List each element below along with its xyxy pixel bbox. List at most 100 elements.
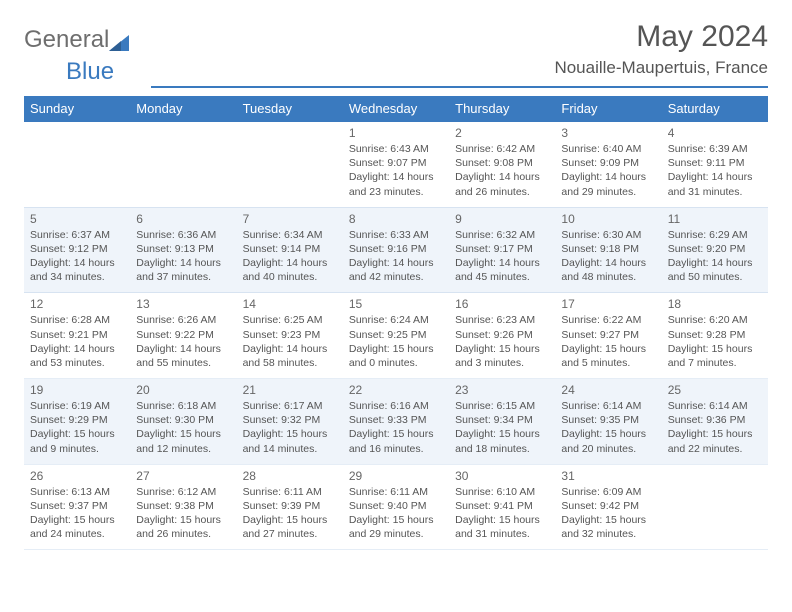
daylight-line: Daylight: 15 hours and 5 minutes. bbox=[561, 342, 655, 370]
daylight-line: Daylight: 14 hours and 50 minutes. bbox=[668, 256, 762, 284]
day-number: 16 bbox=[455, 297, 549, 311]
logo-blue: Blue bbox=[66, 58, 114, 85]
sunset-line: Sunset: 9:34 PM bbox=[455, 413, 549, 427]
daylight-line: Daylight: 14 hours and 34 minutes. bbox=[30, 256, 124, 284]
sunset-line: Sunset: 9:29 PM bbox=[30, 413, 124, 427]
sunrise-line: Sunrise: 6:43 AM bbox=[349, 142, 443, 156]
calendar-cell: 13Sunrise: 6:26 AMSunset: 9:22 PMDayligh… bbox=[130, 293, 236, 379]
daylight-line: Daylight: 15 hours and 16 minutes. bbox=[349, 427, 443, 455]
calendar-cell: 17Sunrise: 6:22 AMSunset: 9:27 PMDayligh… bbox=[555, 293, 661, 379]
daylight-line: Daylight: 14 hours and 53 minutes. bbox=[30, 342, 124, 370]
sunrise-line: Sunrise: 6:29 AM bbox=[668, 228, 762, 242]
daylight-line: Daylight: 15 hours and 31 minutes. bbox=[455, 513, 549, 541]
calendar-week-row: 1Sunrise: 6:43 AMSunset: 9:07 PMDaylight… bbox=[24, 122, 768, 208]
daylight-line: Daylight: 14 hours and 45 minutes. bbox=[455, 256, 549, 284]
calendar-cell: 12 Sunrise: 6:28 AMSunset: 9:21 PMDayligh… bbox=[24, 293, 130, 379]
sunrise-line: Sunrise: 6:30 AM bbox=[561, 228, 655, 242]
day-number: 8 bbox=[349, 212, 443, 226]
day-number: 24 bbox=[561, 383, 655, 397]
day-number: 28 bbox=[243, 469, 337, 483]
calendar-cell: 27Sunrise: 6:12 AMSunset: 9:38 PMDayligh… bbox=[130, 464, 236, 550]
sunset-line: Sunset: 9:30 PM bbox=[136, 413, 230, 427]
sunset-line: Sunset: 9:07 PM bbox=[349, 156, 443, 170]
sunrise-line: Sunrise: 6:11 AM bbox=[349, 485, 443, 499]
sunrise-line: Sunrise: 6:20 AM bbox=[668, 313, 762, 327]
sunrise-line: Sunrise: 6:28 AM bbox=[30, 313, 124, 327]
day-number: 18 bbox=[668, 297, 762, 311]
sunset-line: Sunset: 9:36 PM bbox=[668, 413, 762, 427]
calendar-cell: 21Sunrise: 6:17 AMSunset: 9:32 PMDayligh… bbox=[237, 379, 343, 465]
calendar-cell: 7Sunrise: 6:34 AMSunset: 9:14 PMDaylight… bbox=[237, 207, 343, 293]
calendar-cell: 31 Sunrise: 6:09 AMSunset: 9:42 PMDayligh… bbox=[555, 464, 661, 550]
calendar-cell: 8Sunrise: 6:33 AMSunset: 9:16 PMDaylight… bbox=[343, 207, 449, 293]
sunset-line: Sunset: 9:08 PM bbox=[455, 156, 549, 170]
day-number: 5 bbox=[30, 212, 124, 226]
sunset-line: Sunset: 9:21 PM bbox=[30, 328, 124, 342]
day-number: 13 bbox=[136, 297, 230, 311]
daylight-line: Daylight: 15 hours and 32 minutes. bbox=[561, 513, 655, 541]
sunrise-line: Sunrise: 6:13 AM bbox=[30, 485, 124, 499]
day-number: 4 bbox=[668, 126, 762, 140]
calendar-week-row: 12Sunrise: 6:28 AMSunset: 9:21 PMDayligh… bbox=[24, 293, 768, 379]
day-number: 22 bbox=[349, 383, 443, 397]
sunset-line: Sunset: 9:23 PM bbox=[243, 328, 337, 342]
sunrise-line: Sunrise: 6:34 AM bbox=[243, 228, 337, 242]
daylight-line: Daylight: 15 hours and 3 minutes. bbox=[455, 342, 549, 370]
daylight-line: Daylight: 14 hours and 31 minutes. bbox=[668, 170, 762, 198]
calendar-cell: 29Sunrise: 6:11 AMSunset: 9:40 PMDayligh… bbox=[343, 464, 449, 550]
sunset-line: Sunset: 9:28 PM bbox=[668, 328, 762, 342]
day-number: 26 bbox=[30, 469, 124, 483]
day-header: Saturday bbox=[662, 96, 768, 122]
sunrise-line: Sunrise: 6:36 AM bbox=[136, 228, 230, 242]
day-number: 2 bbox=[455, 126, 549, 140]
day-number: 31 bbox=[561, 469, 655, 483]
sunrise-line: Sunrise: 6:33 AM bbox=[349, 228, 443, 242]
day-header: Thursday bbox=[449, 96, 555, 122]
day-number: 12 bbox=[30, 297, 124, 311]
day-number: 14 bbox=[243, 297, 337, 311]
calendar-week-row: 26Sunrise: 6:13 AMSunset: 9:37 PMDayligh… bbox=[24, 464, 768, 550]
daylight-line: Daylight: 14 hours and 48 minutes. bbox=[561, 256, 655, 284]
sunrise-line: Sunrise: 6:25 AM bbox=[243, 313, 337, 327]
calendar-cell bbox=[130, 122, 236, 208]
sunset-line: Sunset: 9:38 PM bbox=[136, 499, 230, 513]
daylight-line: Daylight: 15 hours and 14 minutes. bbox=[243, 427, 337, 455]
sunrise-line: Sunrise: 6:14 AM bbox=[561, 399, 655, 413]
sunrise-line: Sunrise: 6:09 AM bbox=[561, 485, 655, 499]
calendar-table: SundayMondayTuesdayWednesdayThursdayFrid… bbox=[24, 96, 768, 550]
sunset-line: Sunset: 9:27 PM bbox=[561, 328, 655, 342]
location: Nouaille-Maupertuis, France bbox=[151, 58, 768, 82]
day-number: 27 bbox=[136, 469, 230, 483]
daylight-line: Daylight: 14 hours and 26 minutes. bbox=[455, 170, 549, 198]
sunrise-line: Sunrise: 6:17 AM bbox=[243, 399, 337, 413]
calendar-cell: 18Sunrise: 6:20 AMSunset: 9:28 PMDayligh… bbox=[662, 293, 768, 379]
day-number: 29 bbox=[349, 469, 443, 483]
calendar-cell: 9Sunrise: 6:32 AMSunset: 9:17 PMDaylight… bbox=[449, 207, 555, 293]
daylight-line: Daylight: 15 hours and 24 minutes. bbox=[30, 513, 124, 541]
sunset-line: Sunset: 9:09 PM bbox=[561, 156, 655, 170]
sunset-line: Sunset: 9:11 PM bbox=[668, 156, 762, 170]
daylight-line: Daylight: 14 hours and 42 minutes. bbox=[349, 256, 443, 284]
logo: General Blue bbox=[24, 26, 131, 86]
logo-gray: General bbox=[24, 26, 109, 53]
day-number: 10 bbox=[561, 212, 655, 226]
calendar-cell: 26Sunrise: 6:13 AMSunset: 9:37 PMDayligh… bbox=[24, 464, 130, 550]
day-header: Tuesday bbox=[237, 96, 343, 122]
daylight-line: Daylight: 15 hours and 9 minutes. bbox=[30, 427, 124, 455]
logo-triangle-icon bbox=[109, 30, 129, 58]
calendar-cell: 3Sunrise: 6:40 AMSunset: 9:09 PMDaylight… bbox=[555, 122, 661, 208]
daylight-line: Daylight: 14 hours and 37 minutes. bbox=[136, 256, 230, 284]
day-number: 20 bbox=[136, 383, 230, 397]
sunrise-line: Sunrise: 6:11 AM bbox=[243, 485, 337, 499]
sunset-line: Sunset: 9:25 PM bbox=[349, 328, 443, 342]
calendar-header-row: SundayMondayTuesdayWednesdayThursdayFrid… bbox=[24, 96, 768, 122]
calendar-cell: 23Sunrise: 6:15 AMSunset: 9:34 PMDayligh… bbox=[449, 379, 555, 465]
calendar-cell: 16Sunrise: 6:23 AMSunset: 9:26 PMDayligh… bbox=[449, 293, 555, 379]
month-title: May 2024 bbox=[151, 20, 768, 54]
sunrise-line: Sunrise: 6:42 AM bbox=[455, 142, 549, 156]
day-header: Monday bbox=[130, 96, 236, 122]
sunset-line: Sunset: 9:42 PM bbox=[561, 499, 655, 513]
calendar-cell: 19Sunrise: 6:19 AMSunset: 9:29 PMDayligh… bbox=[24, 379, 130, 465]
day-number: 30 bbox=[455, 469, 549, 483]
day-number: 15 bbox=[349, 297, 443, 311]
